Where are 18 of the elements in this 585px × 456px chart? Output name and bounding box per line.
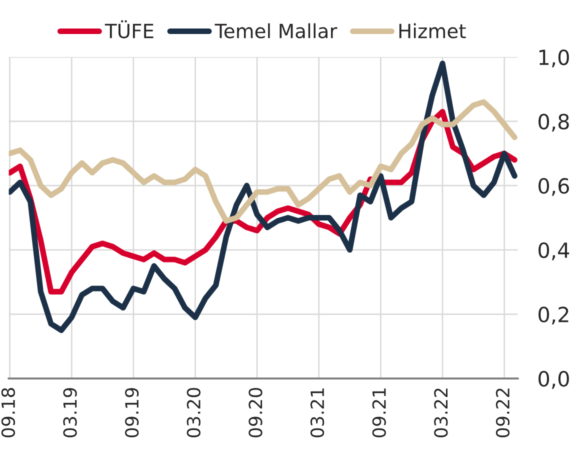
x-tick-label: 03.20: [186, 388, 200, 438]
x-tick-label: 03.21: [310, 388, 324, 438]
y-tick-label: 0,4: [538, 242, 570, 260]
legend-label: Temel Mallar: [214, 23, 338, 38]
x-tick-label: 09.21: [372, 388, 386, 438]
y-tick-label: 0,8: [538, 114, 569, 132]
x-tick-label: 09.19: [125, 388, 139, 438]
y-tick-label: 0,0: [538, 370, 569, 389]
y-tick-label: 0,6: [538, 178, 569, 196]
x-tick-label: 03.22: [434, 388, 448, 438]
legend-label: TÜFE: [104, 20, 154, 38]
y-tick-label: 0,2: [538, 306, 568, 325]
x-tick-label: 09.22: [496, 388, 510, 438]
x-tick-label: 03.19: [63, 388, 77, 438]
y-tick-label: 1,0: [539, 49, 569, 68]
x-tick-label: 09.20: [248, 388, 262, 438]
legend-label: Hizmet: [399, 23, 466, 38]
x-tick-label: 09.18: [1, 388, 16, 438]
